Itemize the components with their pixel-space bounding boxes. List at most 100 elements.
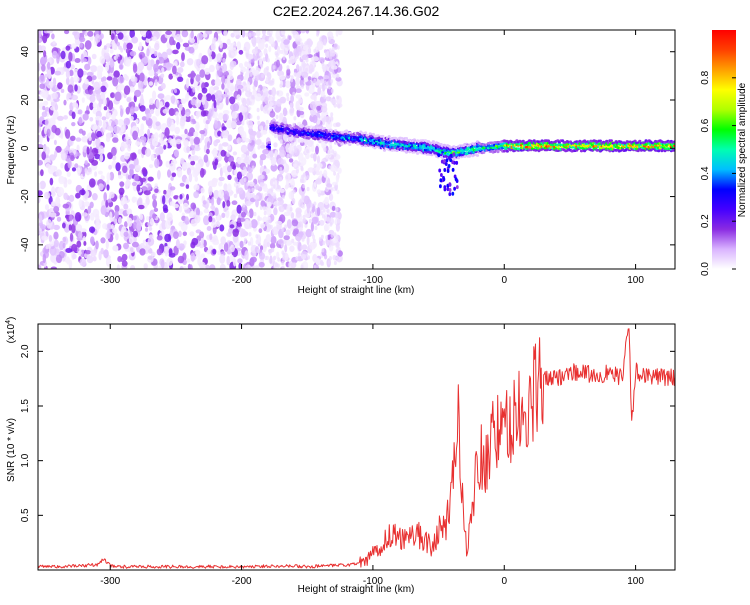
spectrogram-noise-cell <box>164 233 172 243</box>
spectrogram-noise-cell <box>60 162 64 169</box>
spectrogram-noise-cell <box>302 184 306 189</box>
spectrogram-noise-cell <box>222 63 228 73</box>
spectrogram-noise-cell <box>221 212 226 218</box>
spectrogram-x-tick-label: -200 <box>232 275 252 286</box>
spectrogram-noise-cell <box>60 88 65 93</box>
spectrogram-noise-cell <box>258 252 266 260</box>
spectrogram-noise-cell <box>289 102 293 108</box>
spectrogram-noise-cell <box>65 248 73 253</box>
spectrogram-noise-cell <box>313 56 319 62</box>
spectrogram-noise-cell <box>140 136 147 144</box>
spectrogram-noise-cell <box>186 146 190 153</box>
spectrogram-noise-cell <box>300 264 304 269</box>
spectrogram-noise-cell <box>329 222 333 227</box>
spectrogram-noise-cell <box>49 212 57 218</box>
spectrogram-noise-cell <box>131 196 138 203</box>
spectrogram-noise-cell <box>237 258 243 264</box>
spectrogram-noise-cell <box>331 205 336 212</box>
spectrogram-noise-cell <box>211 222 217 228</box>
spectrogram-noise-cell <box>283 134 286 139</box>
spectrogram-noise-cell <box>205 264 210 269</box>
spectrogram-noise-cell <box>329 98 333 103</box>
spectrogram-noise-cell <box>179 61 185 68</box>
spectrogram-noise-cell <box>173 61 178 67</box>
spectrogram-noise-cell <box>164 127 170 138</box>
spectrogram-noise-cell <box>314 225 318 231</box>
spectrogram-noise-cell <box>219 263 226 269</box>
spectrogram-noise-cell <box>260 174 264 179</box>
spectrogram-noise-cell <box>261 224 265 229</box>
spectrogram-noise-cell <box>282 159 286 164</box>
spectrogram-noise-cell <box>299 198 303 203</box>
spectrogram-noise-cell <box>248 54 253 59</box>
spectrogram-noise-cell <box>160 259 165 269</box>
spectrogram-noise-cell <box>323 169 328 178</box>
spectrogram-band-cell <box>457 156 461 160</box>
spectrogram-noise-cell <box>186 193 189 201</box>
spectrogram-noise-cell <box>169 201 175 207</box>
colorbar-gradient <box>712 30 736 269</box>
spectrogram-noise-cell <box>265 234 272 243</box>
spectrogram-noise-cell <box>81 212 88 217</box>
spectrogram-noise-cell <box>188 210 196 218</box>
spectrogram-noise-cell <box>154 42 160 51</box>
spectrogram-noise-cell <box>221 130 229 139</box>
spectrogram-noise-cell <box>179 266 184 269</box>
spectrogram-noise-cell <box>208 186 213 196</box>
spectrogram-noise-cell <box>89 117 94 122</box>
snr-y-multiplier-base: (x10 <box>6 323 17 343</box>
spectrogram-noise-cell <box>121 260 128 267</box>
spectrogram-noise-cell <box>100 85 107 93</box>
spectrogram-noise-cell <box>112 154 117 161</box>
spectrogram-noise-cell <box>73 68 79 78</box>
spectrogram-noise-cell <box>277 157 285 167</box>
spectrogram-noise-cell <box>211 196 215 207</box>
spectrogram-noise-cell <box>123 242 129 250</box>
snr-x-tick-label: -200 <box>232 576 252 587</box>
spectrogram-noise-cell <box>180 222 188 232</box>
spectrogram-noise-cell <box>140 30 146 36</box>
spectrogram-noise-cell <box>194 214 201 224</box>
spectrogram-band-cell <box>521 139 525 143</box>
spectrogram-noise-cell <box>63 192 69 200</box>
spectrogram-noise-cell <box>105 240 109 250</box>
spectrogram-noise-cell <box>296 169 299 174</box>
spectrogram-noise-cell <box>245 218 250 225</box>
spectrogram-noise-cell <box>278 75 286 81</box>
spectrogram-noise-cell <box>208 86 215 96</box>
spectrogram-noise-cell <box>306 204 310 214</box>
spectrogram-noise-cell <box>209 264 216 269</box>
spectrogram-noise-cell <box>124 221 128 228</box>
spectrogram-noise-cell <box>226 91 233 96</box>
spectrogram-band-cell <box>444 162 448 166</box>
spectrogram-noise-cell <box>291 198 296 205</box>
spectrogram-noise-cell <box>268 250 272 255</box>
spectrogram-band-cell <box>455 185 459 190</box>
spectrogram-noise-cell <box>330 79 334 84</box>
spectrogram-noise-cell <box>65 77 70 86</box>
spectrogram-band-cell <box>439 184 442 189</box>
spectrogram-noise-cell <box>307 47 312 55</box>
spectrogram-noise-cell <box>283 39 290 45</box>
spectrogram-noise-cell <box>310 231 314 237</box>
spectrogram-noise-cell <box>71 43 77 49</box>
spectrogram-noise-cell <box>322 208 326 213</box>
spectrogram-noise-cell <box>78 199 83 208</box>
figure-title: C2E2.2024.267.14.36.G02 <box>273 3 440 19</box>
colorbar-ticks: 0.0 0.2 0.4 0.6 0.8 <box>700 70 736 276</box>
spectrogram-noise-cell <box>70 155 75 162</box>
spectrogram-noise-cell <box>87 86 94 91</box>
spectrogram-noise-cell <box>145 197 150 206</box>
spectrogram-noise-cell <box>55 169 62 177</box>
spectrogram-noise-cell <box>72 31 78 36</box>
spectrogram-noise-cell <box>118 187 125 196</box>
spectrogram-noise-cell <box>165 30 173 35</box>
spectrogram-noise-cell <box>241 131 247 141</box>
spectrogram-noise-cell <box>147 59 151 68</box>
spectrogram-band-cell <box>277 122 281 126</box>
spectrogram-noise-cell <box>143 190 151 196</box>
spectrogram-band-cell <box>382 149 387 152</box>
spectrogram-noise-cell <box>276 45 281 56</box>
spectrogram-noise-cell <box>263 211 267 216</box>
